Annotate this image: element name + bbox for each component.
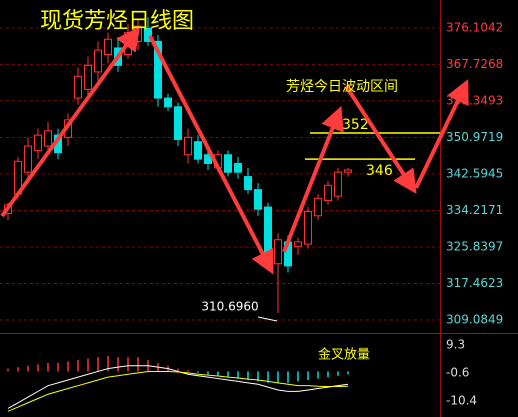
macd-line xyxy=(7,365,349,409)
candle-body xyxy=(104,38,112,55)
arrow xyxy=(282,105,344,253)
candle-body xyxy=(174,106,182,140)
y-tick-label: 334.2171 xyxy=(446,203,503,217)
level-label: 346 xyxy=(366,163,393,179)
candle-body xyxy=(254,189,262,210)
y-tick-label: 350.9719 xyxy=(446,130,503,144)
candle-body xyxy=(314,197,322,217)
level-label: 352 xyxy=(342,117,369,133)
candle-body xyxy=(244,176,252,191)
annotation: 芳烃今日波动区间 xyxy=(286,78,398,95)
candle-body xyxy=(94,49,102,73)
candle-body xyxy=(44,130,52,147)
candle-body xyxy=(184,136,192,156)
indicator-title: 金叉放量 xyxy=(318,347,370,363)
candle-body xyxy=(154,40,162,99)
low-label: 310.6960 xyxy=(201,300,258,314)
arrow xyxy=(0,26,141,218)
y-tick-label: -0.6 xyxy=(446,366,469,380)
candle-body xyxy=(274,239,282,265)
arrow xyxy=(148,35,274,275)
arrow xyxy=(414,79,469,189)
y-tick-label: 317.4623 xyxy=(446,276,503,290)
candle-body xyxy=(304,210,312,245)
y-tick-label: 367.7268 xyxy=(446,57,503,71)
candle-body xyxy=(334,171,342,197)
candle-body xyxy=(344,169,352,173)
y-tick-label: 376.1042 xyxy=(446,20,503,34)
candle-body xyxy=(24,145,32,173)
candle-body xyxy=(294,241,302,247)
chart-title: 现货芳烃日线图 xyxy=(40,9,194,34)
y-tick-label: -10.4 xyxy=(446,394,477,408)
candle-body xyxy=(164,97,172,108)
y-tick-label: 9.3 xyxy=(446,337,465,351)
candle-body xyxy=(324,184,332,202)
y-tick-label: 342.5945 xyxy=(446,166,503,180)
low-pointer xyxy=(257,316,278,322)
candle-body xyxy=(144,27,152,42)
macd-line xyxy=(7,370,349,412)
y-tick-label: 309.0849 xyxy=(446,313,503,327)
candle-body xyxy=(194,141,202,160)
candle-body xyxy=(74,75,82,99)
candle-body xyxy=(234,162,242,173)
trend-arrows xyxy=(0,26,469,275)
candle-body xyxy=(34,134,42,151)
candle-body xyxy=(84,64,92,90)
candle-body xyxy=(224,154,232,173)
arrow xyxy=(344,84,417,195)
y-tick-label: 325.8397 xyxy=(446,239,503,253)
